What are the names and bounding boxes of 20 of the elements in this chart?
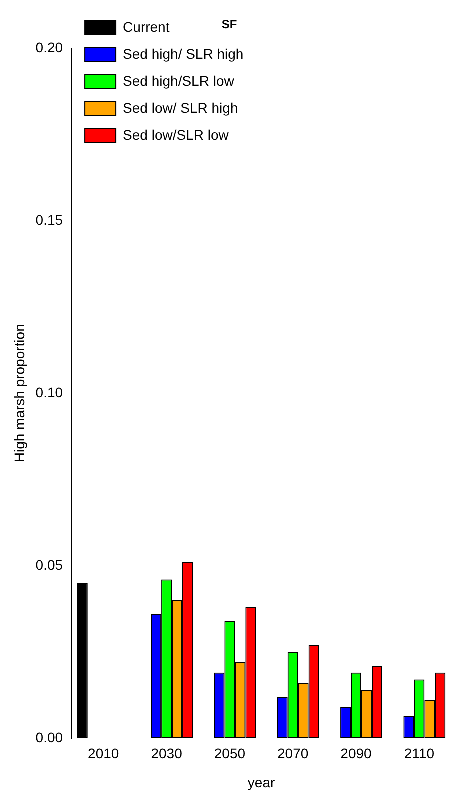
legend-label: Sed high/ SLR high [123, 46, 244, 62]
y-tick-label: 0.15 [36, 212, 64, 228]
legend-label: Sed high/SLR low [123, 72, 236, 89]
x-tick-label: 2050 [214, 746, 246, 762]
legend-label: Current [123, 18, 170, 35]
y-tick-label: 0.05 [36, 556, 64, 573]
y-axis-title: High marsh proportion [11, 324, 28, 463]
y-tick-label: 0.10 [36, 384, 64, 400]
x-tick-label: 2010 [88, 746, 120, 762]
chart-title: SF [222, 18, 238, 32]
legend-label: Sed low/ SLR high [123, 100, 238, 116]
x-axis-title: year [248, 774, 276, 790]
x-tick-label: 2090 [340, 746, 372, 762]
y-tick-label: 0.20 [36, 39, 64, 56]
x-tick-label: 2070 [278, 746, 309, 762]
y-tick-label: 0.00 [36, 729, 64, 746]
x-tick-label: 2110 [404, 746, 435, 762]
x-tick-label: 2030 [151, 746, 183, 762]
bar [77, 583, 88, 738]
legend-label: Sed low/SLR low [123, 126, 230, 143]
